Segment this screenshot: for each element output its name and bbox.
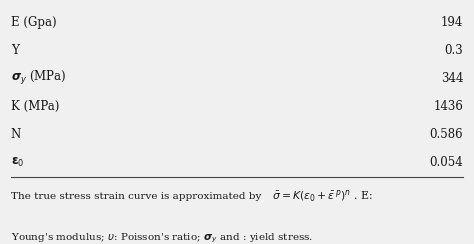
Text: Y: Y (11, 44, 18, 57)
Text: 0.3: 0.3 (445, 44, 463, 57)
Text: E (Gpa): E (Gpa) (11, 16, 56, 29)
Text: Young's modulus; $\upsilon$: Poisson's ratio; $\boldsymbol{\sigma}_y$ and : yiel: Young's modulus; $\upsilon$: Poisson's r… (11, 232, 313, 244)
Text: $\bar{\sigma} = K\left(\varepsilon_0 + \bar{\varepsilon}^{\,p}\right)^n$ . E:: $\bar{\sigma} = K\left(\varepsilon_0 + \… (273, 189, 373, 204)
Text: K (MPa): K (MPa) (11, 100, 59, 113)
Text: 344: 344 (441, 72, 463, 85)
Text: $\boldsymbol{\sigma}_y$ (MPa): $\boldsymbol{\sigma}_y$ (MPa) (11, 69, 66, 87)
Text: 0.586: 0.586 (429, 128, 463, 141)
Text: 0.054: 0.054 (429, 156, 463, 169)
Text: 194: 194 (441, 16, 463, 29)
Text: 1436: 1436 (433, 100, 463, 113)
Text: $\boldsymbol{\varepsilon}_0$: $\boldsymbol{\varepsilon}_0$ (11, 156, 24, 169)
Text: The true stress strain curve is approximated by: The true stress strain curve is approxim… (11, 192, 261, 201)
Text: N: N (11, 128, 21, 141)
